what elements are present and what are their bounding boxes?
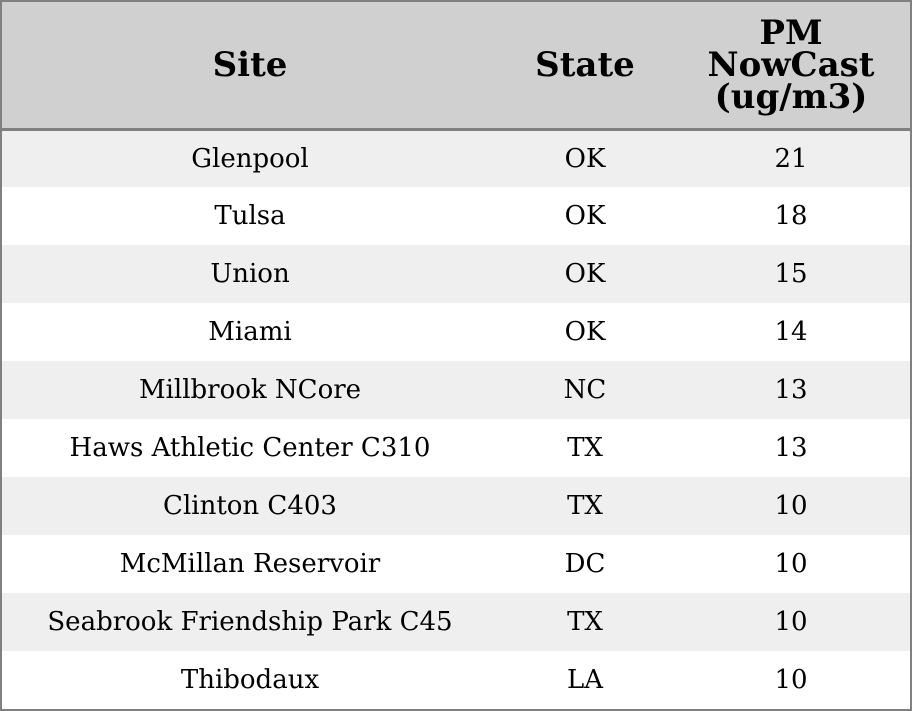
table-row: McMillan Reservoir DC 10 bbox=[2, 535, 910, 593]
table-row: Tulsa OK 18 bbox=[2, 187, 910, 245]
cell-state: OK bbox=[564, 259, 606, 289]
header-row: Site State PM NowCast (ug/m3) bbox=[2, 2, 910, 131]
cell-state: LA bbox=[566, 665, 604, 695]
header-state: State bbox=[498, 2, 672, 131]
cell-pm-nowcast: 14 bbox=[774, 317, 808, 347]
cell-site: McMillan Reservoir bbox=[119, 549, 381, 579]
table-body: Glenpool OK 21 Tulsa OK 18 Union OK 15 Miami OK 14 M… bbox=[2, 129, 910, 709]
cell-pm-nowcast: 10 bbox=[774, 607, 808, 637]
cell-state: TX bbox=[567, 491, 603, 521]
table-row: Haws Athletic Center C310 TX 13 bbox=[2, 419, 910, 477]
header-pm-line-2: NowCast bbox=[707, 44, 875, 85]
table-row: Glenpool OK 21 bbox=[2, 129, 910, 187]
cell-site: Tulsa bbox=[214, 201, 286, 231]
header-site: Site bbox=[2, 2, 498, 131]
cell-pm-nowcast: 10 bbox=[774, 665, 808, 695]
cell-pm-nowcast: 10 bbox=[774, 491, 808, 521]
cell-site: Haws Athletic Center C310 bbox=[69, 433, 431, 463]
cell-state: OK bbox=[564, 317, 606, 347]
cell-site: Miami bbox=[208, 317, 292, 347]
cell-state: OK bbox=[564, 143, 606, 174]
cell-pm-nowcast: 18 bbox=[774, 201, 808, 231]
cell-site: Thibodaux bbox=[180, 665, 320, 695]
cell-site: Clinton C403 bbox=[163, 491, 337, 521]
cell-state: NC bbox=[563, 375, 607, 405]
cell-pm-nowcast: 13 bbox=[774, 375, 808, 405]
table-row: Clinton C403 TX 10 bbox=[2, 477, 910, 535]
table-row: Miami OK 14 bbox=[2, 303, 910, 361]
table-row: Seabrook Friendship Park C45 TX 10 bbox=[2, 593, 910, 651]
table-row: Union OK 15 bbox=[2, 245, 910, 303]
cell-state: TX bbox=[567, 433, 603, 463]
cell-state: TX bbox=[567, 607, 603, 637]
cell-state: OK bbox=[564, 201, 606, 231]
cell-state: DC bbox=[564, 549, 606, 579]
header-pm-line-3: (ug/m3) bbox=[714, 76, 868, 117]
cell-pm-nowcast: 13 bbox=[774, 433, 808, 463]
table-row: Thibodaux LA 10 bbox=[2, 651, 910, 709]
header-pm-line-1: PM bbox=[759, 12, 823, 53]
cell-site: Millbrook NCore bbox=[138, 375, 362, 405]
cell-site: Glenpool bbox=[191, 143, 309, 174]
header-site-label: Site bbox=[212, 44, 288, 85]
cell-pm-nowcast: 15 bbox=[774, 259, 808, 289]
cell-pm-nowcast: 10 bbox=[774, 549, 808, 579]
table-header: Site State PM NowCast (ug/m3) bbox=[2, 2, 910, 131]
cell-pm-nowcast: 21 bbox=[774, 143, 808, 174]
table-row: Millbrook NCore NC 13 bbox=[2, 361, 910, 419]
cell-site: Union bbox=[210, 259, 290, 289]
header-state-label: State bbox=[535, 44, 635, 85]
cell-site: Seabrook Friendship Park C45 bbox=[47, 607, 453, 637]
header-pm-nowcast: PM NowCast (ug/m3) bbox=[672, 2, 910, 131]
